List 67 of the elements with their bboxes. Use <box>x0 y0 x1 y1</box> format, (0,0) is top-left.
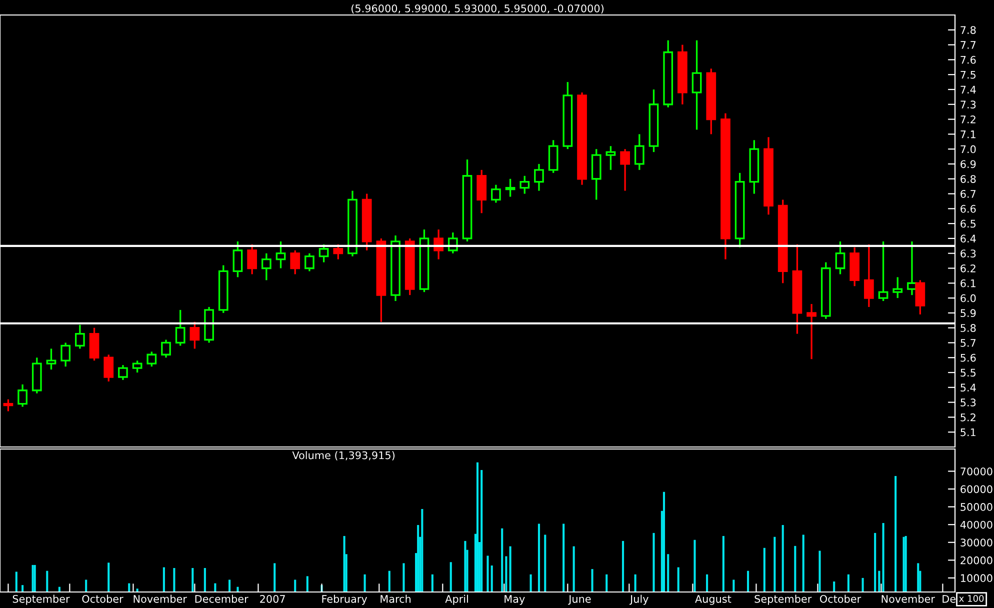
y-tick-label: 6.7 <box>960 190 976 198</box>
y-tick-label: 6.2 <box>960 264 976 272</box>
y-tick-label: 5.9 <box>960 309 976 318</box>
x-tick-label: October <box>82 594 124 603</box>
x-tick-label: August <box>695 595 732 605</box>
text: x 100 <box>959 595 984 602</box>
y-tick-label: 6.6 <box>960 204 976 213</box>
y-tick-label: 50000 <box>960 503 992 511</box>
y-tick-label: 7.4 <box>960 86 976 94</box>
x-tick-label: September <box>12 594 70 605</box>
chart-title: Volume (1,393,915) <box>292 451 395 460</box>
candlestick <box>348 190 358 258</box>
candlestick <box>678 44 688 106</box>
y-tick-label: 40000 <box>960 520 992 529</box>
y-tick-label: 7.7 <box>960 41 976 49</box>
x-tick-label: November <box>134 594 187 603</box>
candlestick <box>764 136 774 216</box>
candlestick <box>850 246 860 287</box>
candlestick <box>692 39 702 131</box>
x-tick-label: 2007 <box>260 594 285 603</box>
y-tick-label: 7.5 <box>960 70 976 79</box>
candlestick <box>792 244 802 335</box>
y-tick-label: 6.5 <box>960 220 976 228</box>
x-tick-label: April <box>445 594 468 605</box>
y-tick-label: 70000 <box>960 467 992 476</box>
x-tick-label: December <box>195 594 248 603</box>
y-tick-label: 7.1 <box>960 130 976 138</box>
x-tick-label: July <box>629 594 648 605</box>
y-tick-label: 7.6 <box>960 56 976 64</box>
y-tick-label: 5.6 <box>960 354 976 362</box>
y-tick-label: 6.1 <box>960 279 976 288</box>
y-tick-label: 6.9 <box>960 160 976 168</box>
y-tick-label: 6.3 <box>960 250 976 258</box>
chart-title: (5.96000, 5.99000, 5.93000, 5.95000, -0.07000) <box>352 4 604 14</box>
candlestick <box>806 303 816 360</box>
y-tick-label: 7.3 <box>960 100 976 108</box>
y-tick-label: 6.8 <box>960 175 976 183</box>
y-tick-label: 5.8 <box>960 324 976 332</box>
y-tick-label: 6.0 <box>960 294 976 302</box>
y-tick-label: 7.2 <box>960 116 976 124</box>
y-tick-label: 7.0 <box>960 145 976 154</box>
y-tick-label: 5.2 <box>960 413 976 422</box>
candlestick <box>864 244 874 308</box>
x-tick-label: October <box>820 594 862 603</box>
y-tick-label: 10000 <box>961 574 992 582</box>
y-tick-label: 20000 <box>960 556 992 564</box>
y-tick-label: 5.7 <box>960 339 976 347</box>
y-tick-label: 5.4 <box>960 384 976 392</box>
x-tick-label: September <box>754 594 812 605</box>
x-tick-label: De <box>942 595 956 603</box>
candlestick <box>18 384 28 408</box>
candlestick <box>534 163 544 192</box>
x-tick-label: June <box>568 595 591 605</box>
y-tick-label: 7.8 <box>960 26 976 34</box>
y-tick-label: 5.3 <box>960 398 976 406</box>
x-tick-label: May <box>504 595 525 605</box>
candlestick <box>390 234 400 302</box>
x-tick-label: February <box>322 594 368 605</box>
y-tick-label: 30000 <box>960 538 992 546</box>
candlestick <box>720 112 730 260</box>
x-tick-label: November <box>882 594 935 603</box>
y-tick-label: 5.5 <box>960 368 976 377</box>
y-tick-label: 60000 <box>960 485 992 494</box>
candlestick <box>60 342 71 368</box>
x-tick-label: March <box>380 594 411 603</box>
y-tick-label: 5.1 <box>960 428 976 436</box>
y-tick-label: 6.4 <box>960 234 976 243</box>
